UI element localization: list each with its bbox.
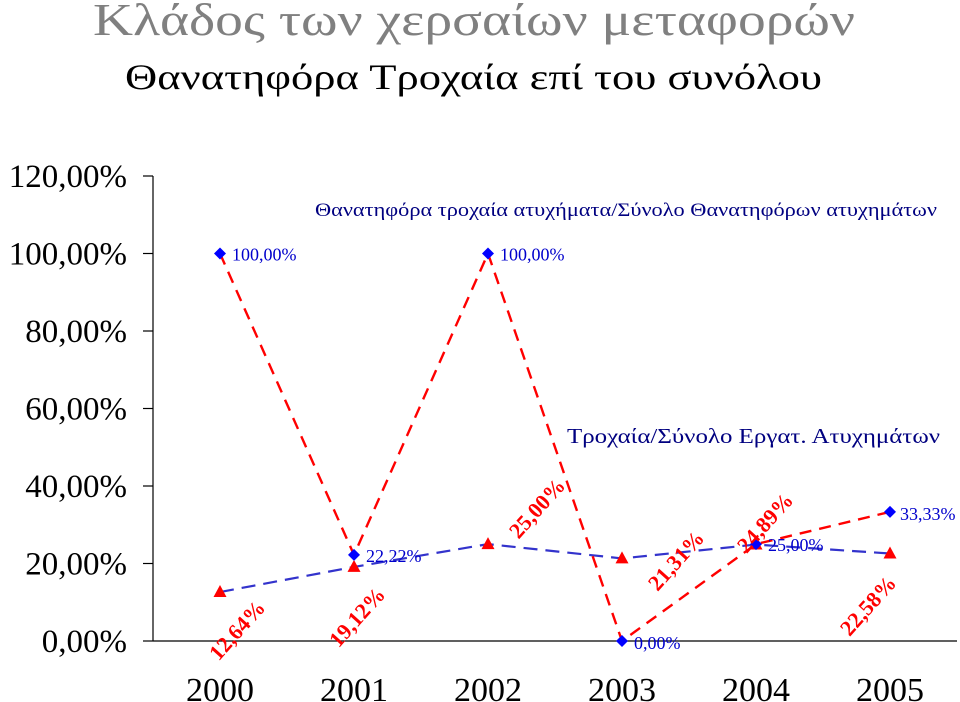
data-label: 22,58% <box>835 571 901 641</box>
x-tick-label: 2000 <box>186 672 254 702</box>
data-labels: 100,00% 22,22% 100,00% 0,00% 25,00% 33,33% 12,… <box>204 245 956 665</box>
triangle-marker <box>347 559 361 572</box>
y-tick-label: 40,00% <box>25 469 127 505</box>
triangle-marker <box>883 546 897 559</box>
data-label: 22,22% <box>366 546 422 566</box>
data-label: 12,64% <box>204 595 270 665</box>
series-name-work-accidents: Τροχαία/Σύνολο Εργατ. Ατυχημάτων <box>567 424 940 448</box>
series-name-fatal-accidents: Θανατηφόρα τροχαία ατυχήματα/Σύνολο Θανα… <box>315 200 937 221</box>
triangle-marker <box>615 551 629 564</box>
x-tick-label: 2002 <box>454 672 522 702</box>
diamond-marker <box>884 505 896 518</box>
triangle-marker <box>481 537 495 550</box>
series-lines <box>218 250 891 643</box>
x-tick-label: 2004 <box>722 672 790 702</box>
y-tick-label: 120,00% <box>9 159 127 195</box>
data-label: 100,00% <box>232 245 297 265</box>
chart-title: Κλάδος των χερσαίων μεταφορών <box>93 0 855 45</box>
data-label: 25,00% <box>768 535 824 555</box>
series-line-1 <box>218 250 891 643</box>
x-tick-label: 2005 <box>856 672 924 702</box>
series-markers <box>213 247 897 647</box>
data-label: 100,00% <box>500 245 565 265</box>
x-tick-label: 2003 <box>588 672 656 702</box>
diamond-marker <box>214 247 226 260</box>
chart-subtitle: Θανατηφόρα Τροχαία επί του συνόλου <box>125 57 822 97</box>
data-label: 25,00% <box>504 473 570 543</box>
triangle-marker <box>213 585 227 598</box>
y-tick-label: 20,00% <box>25 547 127 583</box>
diamond-marker <box>750 538 762 551</box>
axes: 0,00% 20,00% 40,00% 60,00% 80,00% 100,00% 120,… <box>9 159 957 702</box>
y-tick-label: 100,00% <box>9 237 127 273</box>
diamond-marker <box>348 548 360 561</box>
y-tick-label: 0,00% <box>42 624 127 660</box>
diamond-marker <box>482 247 494 260</box>
x-tick-label: 2001 <box>320 672 388 702</box>
y-tick-label: 60,00% <box>25 392 127 428</box>
data-label: 0,00% <box>634 633 681 653</box>
series-line-2 <box>219 543 891 594</box>
y-tick-label: 80,00% <box>25 314 127 350</box>
data-label: 33,33% <box>900 504 956 524</box>
diamond-marker <box>616 635 628 647</box>
